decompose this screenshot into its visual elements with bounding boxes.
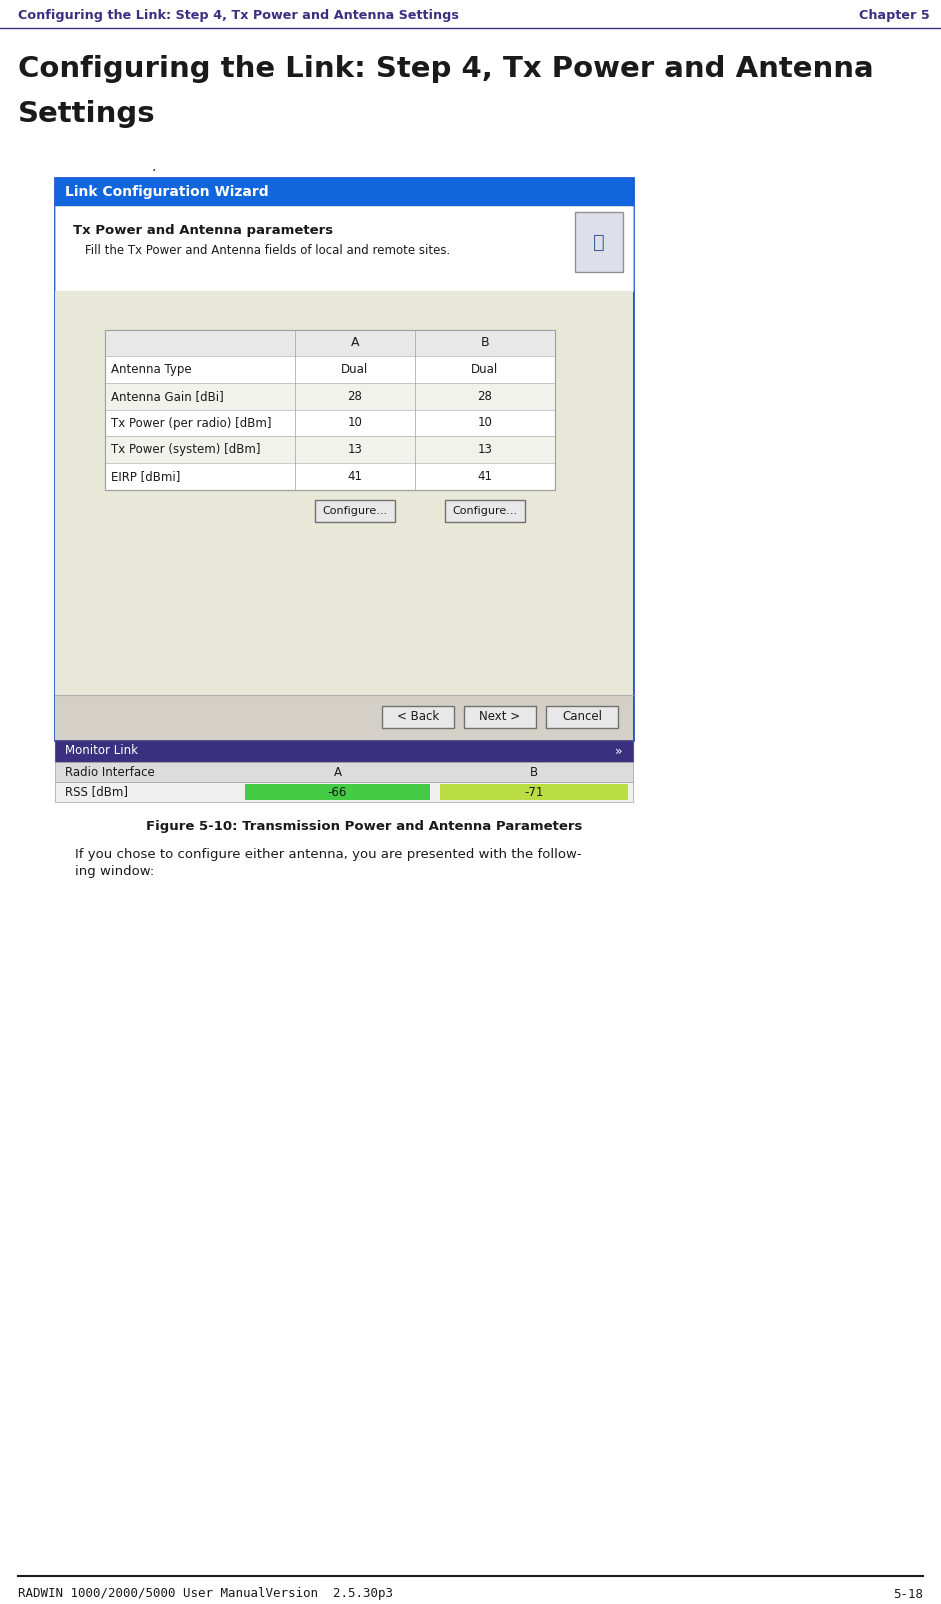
Text: 13: 13	[347, 443, 362, 456]
Text: If you chose to configure either antenna, you are presented with the follow-: If you chose to configure either antenna…	[75, 849, 582, 861]
Text: A: A	[351, 337, 359, 350]
Text: A: A	[333, 765, 342, 778]
Text: Settings: Settings	[18, 99, 155, 128]
Bar	[55, 178, 633, 739]
Text: Tx Power and Antenna parameters: Tx Power and Antenna parameters	[73, 225, 333, 237]
Text: 41: 41	[477, 470, 492, 483]
Text: Radio Interface: Radio Interface	[65, 765, 154, 778]
Bar	[382, 706, 454, 728]
Text: Link Configuration Wizard: Link Configuration Wizard	[65, 184, 268, 199]
Bar	[105, 383, 555, 409]
Text: Configure...: Configure...	[453, 505, 518, 516]
Text: Chapter 5: Chapter 5	[859, 10, 930, 22]
Bar	[440, 784, 628, 800]
Bar	[445, 500, 525, 521]
Bar	[105, 330, 555, 356]
Text: 28: 28	[347, 390, 362, 403]
Text: -66: -66	[327, 786, 347, 799]
Text: B: B	[530, 765, 538, 778]
Bar	[575, 212, 623, 273]
Text: Cancel: Cancel	[562, 711, 602, 723]
Text: 5-18: 5-18	[893, 1588, 923, 1601]
Bar	[55, 739, 633, 762]
Text: 41: 41	[347, 470, 362, 483]
Text: Dual: Dual	[471, 363, 499, 375]
Bar	[546, 706, 618, 728]
Bar	[105, 330, 555, 489]
Bar	[55, 762, 633, 783]
Text: Configuring the Link: Step 4, Tx Power and Antenna Settings: Configuring the Link: Step 4, Tx Power a…	[18, 10, 459, 22]
Bar	[464, 706, 536, 728]
Text: Configure...: Configure...	[323, 505, 388, 516]
Bar	[55, 783, 633, 802]
Text: B: B	[481, 337, 489, 350]
Bar	[315, 500, 395, 521]
Text: RADWIN 1000/2000/5000 User ManualVersion  2.5.30p3: RADWIN 1000/2000/5000 User ManualVersion…	[18, 1588, 393, 1601]
Bar	[55, 290, 633, 695]
Bar	[55, 695, 633, 739]
Text: 13: 13	[478, 443, 492, 456]
Text: 10: 10	[347, 417, 362, 430]
Text: Configuring the Link: Step 4, Tx Power and Antenna: Configuring the Link: Step 4, Tx Power a…	[18, 55, 873, 83]
Bar	[245, 784, 430, 800]
Text: Monitor Link: Monitor Link	[65, 744, 138, 757]
Text: »: »	[615, 744, 623, 757]
Text: 🖥: 🖥	[593, 233, 605, 252]
Text: EIRP [dBmi]: EIRP [dBmi]	[111, 470, 181, 483]
Text: 10: 10	[478, 417, 492, 430]
Text: Tx Power (system) [dBm]: Tx Power (system) [dBm]	[111, 443, 261, 456]
Bar	[105, 330, 555, 489]
Text: 28: 28	[478, 390, 492, 403]
Bar	[55, 205, 633, 290]
Text: RSS [dBm]: RSS [dBm]	[65, 786, 128, 799]
Bar	[55, 178, 633, 205]
Bar	[105, 436, 555, 464]
Text: ing window:: ing window:	[75, 865, 154, 877]
Text: Figure 5-10: Transmission Power and Antenna Parameters: Figure 5-10: Transmission Power and Ante…	[146, 820, 582, 832]
Text: -71: -71	[524, 786, 544, 799]
Text: Antenna Gain [dBi]: Antenna Gain [dBi]	[111, 390, 224, 403]
Text: Fill the Tx Power and Antenna fields of local and remote sites.: Fill the Tx Power and Antenna fields of …	[85, 244, 450, 257]
Text: Next >: Next >	[479, 711, 520, 723]
Text: .: .	[152, 160, 156, 173]
Text: < Back: < Back	[397, 711, 439, 723]
Text: Dual: Dual	[342, 363, 369, 375]
Text: Tx Power (per radio) [dBm]: Tx Power (per radio) [dBm]	[111, 417, 272, 430]
Text: Antenna Type: Antenna Type	[111, 363, 192, 375]
